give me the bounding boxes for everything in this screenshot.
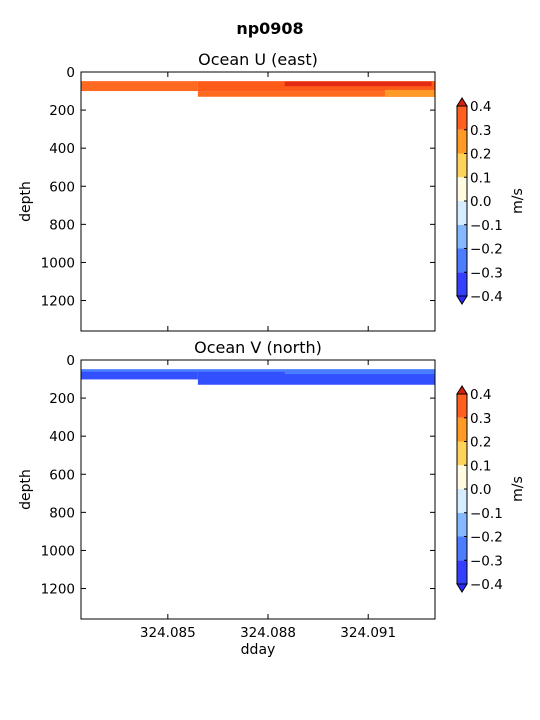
y-tick-label: 200 xyxy=(49,103,75,119)
colorbar-swatch xyxy=(457,560,467,584)
colorbar-swatch xyxy=(457,465,467,489)
colorbar-swatch xyxy=(457,177,467,201)
colorbar-label: m/s xyxy=(510,476,526,502)
contour-band xyxy=(81,81,198,92)
contour-band xyxy=(81,369,435,372)
y-tick-label: 1000 xyxy=(41,255,75,271)
y-tick-label: 0 xyxy=(66,353,75,369)
contour-band xyxy=(384,89,435,97)
y-tick-label: 0 xyxy=(66,65,75,81)
colorbar-swatch xyxy=(457,129,467,154)
colorbar-extend-max xyxy=(456,97,468,107)
colorbar-tick-label: 0.1 xyxy=(470,170,491,186)
x-tick-label: 324.088 xyxy=(240,625,296,641)
colorbar-tick-label: 0.3 xyxy=(470,123,491,139)
contour-band xyxy=(284,81,432,87)
colorbar-swatch xyxy=(457,512,467,537)
contour-band xyxy=(197,81,435,92)
x-tick-label: 324.091 xyxy=(340,625,396,641)
y-tick-label: 1000 xyxy=(41,543,75,559)
y-tick-label: 200 xyxy=(49,391,75,407)
colorbar-swatch xyxy=(457,106,467,130)
colorbar-tick-label: −0.3 xyxy=(470,553,503,569)
y-tick-label: 400 xyxy=(49,141,75,157)
contour-band xyxy=(81,369,198,380)
y-axis-label: depth xyxy=(18,469,34,510)
y-axis-label: depth xyxy=(18,181,34,222)
plot-frame xyxy=(80,359,436,620)
colorbar-extend-min xyxy=(456,583,468,593)
colorbar-tick-label: 0.1 xyxy=(470,458,491,474)
plot-area xyxy=(81,72,435,331)
colorbar-label: m/s xyxy=(510,188,526,214)
chart-panel-2: Ocean V (north) 0 200 400 600 800 1000 1200 324.… xyxy=(18,338,526,658)
plot-title: Ocean U (east) xyxy=(198,50,318,69)
y-tick-label: 800 xyxy=(49,217,75,233)
colorbar-tick-label: 0.2 xyxy=(470,147,491,163)
y-tick-label: 600 xyxy=(49,467,75,483)
y-tick-label: 600 xyxy=(49,179,75,195)
colorbar-swatch xyxy=(457,536,467,561)
colorbar-tick-label: −0.1 xyxy=(470,506,503,522)
y-tick-label: 400 xyxy=(49,429,75,445)
contour-band xyxy=(197,91,435,97)
colorbar: 0.4 0.3 0.2 0.1 0.0 −0.1 −0.2 −0.3 −0.4 m/s xyxy=(456,97,526,305)
colorbar-swatch xyxy=(457,417,467,442)
colorbar-tick-label: −0.1 xyxy=(470,218,503,234)
colorbar-tick-label: −0.3 xyxy=(470,265,503,281)
colorbar-swatch xyxy=(457,201,467,225)
colorbar-swatch xyxy=(457,441,467,466)
colorbar-extend-min xyxy=(456,295,468,305)
colorbar-swatch xyxy=(457,224,467,249)
colorbar-tick-label: −0.4 xyxy=(470,577,503,593)
contour-fill-group xyxy=(81,369,435,385)
colorbar-tick-label: 0.0 xyxy=(470,194,491,210)
figure-title: np0908 xyxy=(236,19,304,38)
chart-panel-1: Ocean U (east) 0 200 400 600 800 1000 1200 depth… xyxy=(18,50,526,332)
plot-title: Ocean V (north) xyxy=(194,338,322,357)
colorbar-tick-label: −0.2 xyxy=(470,530,503,546)
x-tick-label: 324.085 xyxy=(140,625,196,641)
colorbar-swatch xyxy=(457,248,467,273)
contour-band xyxy=(284,371,435,375)
x-axis-label: dday xyxy=(241,642,276,658)
colorbar-tick-label: −0.2 xyxy=(470,242,503,258)
y-tick-label: 1200 xyxy=(41,582,75,598)
plot-area xyxy=(81,360,435,619)
colorbar-tick-label: 0.2 xyxy=(470,435,491,451)
colorbar-tick-label: −0.4 xyxy=(470,289,503,305)
y-tick-label: 800 xyxy=(49,505,75,521)
plot-frame xyxy=(80,71,436,332)
colorbar-swatch xyxy=(457,489,467,513)
colorbar-swatch xyxy=(457,153,467,178)
colorbar-extend-max xyxy=(456,385,468,395)
colorbar-tick-label: 0.4 xyxy=(470,387,491,403)
colorbar-tick-label: 0.0 xyxy=(470,482,491,498)
colorbar: 0.4 0.3 0.2 0.1 0.0 −0.1 −0.2 −0.3 −0.4 m/s xyxy=(456,385,526,593)
contour-fill-group xyxy=(81,81,435,97)
y-tick-label: 1200 xyxy=(41,294,75,310)
colorbar-swatch xyxy=(457,394,467,418)
colorbar-tick-label: 0.4 xyxy=(470,99,491,115)
colorbar-tick-label: 0.3 xyxy=(470,411,491,427)
colorbar-swatch xyxy=(457,272,467,296)
